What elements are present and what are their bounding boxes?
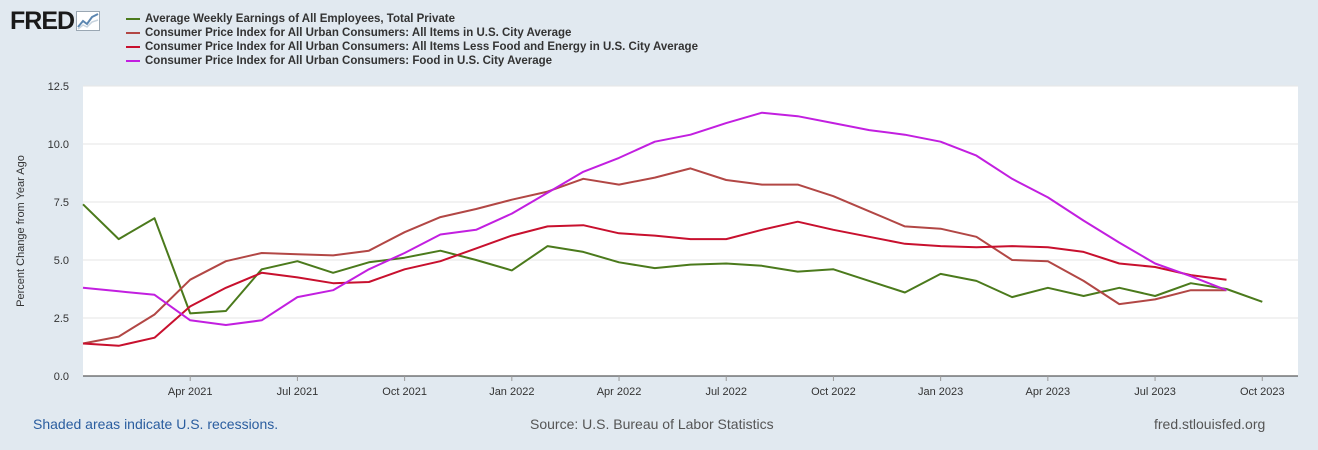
legend-swatch-earnings — [126, 18, 140, 20]
line-chart: 0.0 2.5 5.0 7.5 10.0 12.5 Apr 2021 Jul 2021 Oct … — [15, 81, 1298, 398]
legend-label-cpi-all: Consumer Price Index for All Urban Consu… — [145, 27, 572, 39]
plot-area — [83, 86, 1298, 376]
x-tick-label: Jul 2022 — [705, 386, 747, 398]
x-tick-label: Oct 2023 — [1240, 386, 1285, 398]
x-tick-label: Jan 2023 — [918, 386, 963, 398]
x-tick-label: Jan 2022 — [489, 386, 534, 398]
x-tick-label: Oct 2021 — [382, 386, 427, 398]
series-line-cpi-core[interactable] — [82, 220, 1227, 347]
legend-item-cpi-food[interactable]: Consumer Price Index for All Urban Consu… — [126, 54, 698, 68]
series-line-cpi-food[interactable] — [82, 111, 1227, 326]
legend-item-earnings[interactable]: Average Weekly Earnings of All Employees… — [126, 12, 698, 26]
x-tick-label: Apr 2022 — [597, 386, 642, 398]
y-tick-label: 0.0 — [54, 371, 69, 383]
y-tick-label: 2.5 — [54, 313, 69, 325]
y-tick-label: 7.5 — [54, 197, 69, 209]
legend-swatch-cpi-all — [126, 32, 140, 34]
legend-item-cpi-all[interactable]: Consumer Price Index for All Urban Consu… — [126, 26, 698, 40]
legend-label-cpi-core: Consumer Price Index for All Urban Consu… — [145, 41, 698, 53]
x-tick-label: Apr 2021 — [168, 386, 213, 398]
y-tick-label: 10.0 — [48, 139, 69, 151]
series-line-earnings[interactable] — [82, 203, 1263, 315]
trend-chart-icon — [76, 11, 101, 31]
recession-note-link[interactable]: Shaded areas indicate U.S. recessions. — [33, 416, 279, 432]
x-tick-label: Oct 2022 — [811, 386, 856, 398]
chart-legend: Average Weekly Earnings of All Employees… — [126, 12, 698, 68]
source-note: Source: U.S. Bureau of Labor Statistics — [530, 416, 774, 432]
x-tick-label: Jul 2021 — [277, 386, 319, 398]
legend-item-cpi-core[interactable]: Consumer Price Index for All Urban Consu… — [126, 40, 698, 54]
site-url[interactable]: fred.stlouisfed.org — [1154, 416, 1266, 432]
x-tick-label: Apr 2023 — [1026, 386, 1071, 398]
legend-label-earnings: Average Weekly Earnings of All Employees… — [145, 13, 455, 25]
fred-logo-text: FRED — [10, 7, 75, 35]
y-tick-label: 12.5 — [48, 81, 69, 93]
legend-label-cpi-food: Consumer Price Index for All Urban Consu… — [145, 55, 553, 67]
legend-swatch-cpi-food — [126, 60, 140, 62]
y-tick-label: 5.0 — [54, 255, 69, 267]
x-tick-label: Jul 2023 — [1134, 386, 1176, 398]
y-axis-label: Percent Change from Year Ago — [15, 155, 27, 307]
legend-swatch-cpi-core — [126, 46, 140, 48]
fred-logo[interactable]: FRED — [10, 7, 101, 35]
series-line-cpi-all[interactable] — [82, 167, 1227, 345]
